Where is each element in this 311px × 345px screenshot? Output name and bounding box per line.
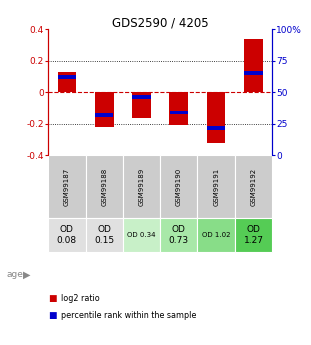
Bar: [207, 92, 225, 143]
Text: OD
1.27: OD 1.27: [244, 225, 263, 245]
Bar: [235, 218, 272, 252]
Text: ▶: ▶: [23, 269, 31, 279]
Bar: [58, 75, 76, 79]
Bar: [207, 126, 225, 130]
Bar: [132, 92, 151, 118]
Text: OD 1.02: OD 1.02: [202, 232, 230, 238]
Bar: [86, 155, 123, 218]
Text: GSM99189: GSM99189: [138, 168, 145, 206]
Text: OD
0.08: OD 0.08: [57, 225, 77, 245]
Bar: [132, 96, 151, 99]
Text: OD
0.73: OD 0.73: [169, 225, 189, 245]
Bar: [58, 72, 76, 92]
Text: GSM99187: GSM99187: [64, 168, 70, 206]
Bar: [169, 92, 188, 126]
Bar: [123, 218, 160, 252]
Text: GSM99188: GSM99188: [101, 168, 107, 206]
Text: OD 0.34: OD 0.34: [127, 232, 156, 238]
Text: GSM99192: GSM99192: [250, 168, 257, 206]
Bar: [160, 155, 197, 218]
Bar: [170, 110, 188, 115]
Text: OD
0.15: OD 0.15: [94, 225, 114, 245]
Text: percentile rank within the sample: percentile rank within the sample: [61, 311, 196, 320]
Text: GSM99190: GSM99190: [176, 168, 182, 206]
Bar: [48, 218, 86, 252]
Bar: [235, 155, 272, 218]
Text: age: age: [6, 270, 23, 279]
Bar: [244, 39, 263, 92]
Text: GSM99191: GSM99191: [213, 168, 219, 206]
Bar: [86, 218, 123, 252]
Text: ■: ■: [48, 311, 57, 320]
Text: ■: ■: [48, 294, 57, 303]
Bar: [48, 155, 86, 218]
Bar: [95, 113, 113, 117]
Bar: [197, 218, 235, 252]
Text: log2 ratio: log2 ratio: [61, 294, 100, 303]
Bar: [197, 155, 235, 218]
Title: GDS2590 / 4205: GDS2590 / 4205: [112, 16, 208, 29]
Bar: [244, 71, 262, 76]
Bar: [95, 92, 114, 127]
Bar: [123, 155, 160, 218]
Bar: [160, 218, 197, 252]
